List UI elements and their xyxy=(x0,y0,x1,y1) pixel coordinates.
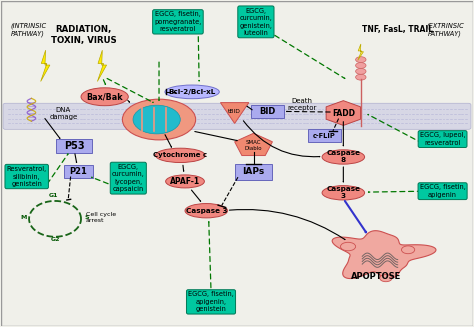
Text: EGCG, fisetin,
apigenin,
genistein: EGCG, fisetin, apigenin, genistein xyxy=(188,291,234,312)
Polygon shape xyxy=(326,101,361,125)
FancyBboxPatch shape xyxy=(64,165,93,178)
Text: Bax/Bak: Bax/Bak xyxy=(86,92,123,101)
Text: G1: G1 xyxy=(49,193,58,198)
Text: RADIATION,
TOXIN, VIRUS: RADIATION, TOXIN, VIRUS xyxy=(51,25,116,44)
Text: EGCG,
curcumin,
genistein,
luteolin: EGCG, curcumin, genistein, luteolin xyxy=(239,8,273,36)
Text: (INTRINSIC
PATHWAY): (INTRINSIC PATHWAY) xyxy=(10,23,46,37)
Text: P21: P21 xyxy=(70,167,88,176)
Text: DNA
damage: DNA damage xyxy=(49,107,78,120)
Text: EGCG,
curcumin,
lycopen,
capsaicin: EGCG, curcumin, lycopen, capsaicin xyxy=(112,164,145,192)
Text: EGCG, fisetin,
pomegranate,
resveratrol: EGCG, fisetin, pomegranate, resveratrol xyxy=(155,11,201,32)
FancyBboxPatch shape xyxy=(3,103,471,129)
FancyBboxPatch shape xyxy=(56,139,91,153)
Text: APAF-1: APAF-1 xyxy=(170,177,200,186)
Text: APOPTOSE: APOPTOSE xyxy=(351,272,401,281)
Text: BID: BID xyxy=(260,107,276,116)
Text: TNF, FasL, TRAIL: TNF, FasL, TRAIL xyxy=(362,26,433,35)
Text: (EXTRINSIC
PATHWAY): (EXTRINSIC PATHWAY) xyxy=(426,23,464,37)
Polygon shape xyxy=(235,133,273,156)
Text: Caspase 3: Caspase 3 xyxy=(185,208,227,214)
Text: EGCG, lupeol,
resveratrol: EGCG, lupeol, resveratrol xyxy=(420,132,465,146)
Ellipse shape xyxy=(165,175,204,188)
Text: Bcl-2/Bcl-xL: Bcl-2/Bcl-xL xyxy=(168,89,216,95)
Text: Cell cycle
arrest: Cell cycle arrest xyxy=(86,212,116,223)
Polygon shape xyxy=(358,44,364,60)
Ellipse shape xyxy=(122,99,196,140)
Ellipse shape xyxy=(380,275,392,282)
Text: c-FLIP: c-FLIP xyxy=(313,133,336,139)
FancyBboxPatch shape xyxy=(308,129,341,142)
Polygon shape xyxy=(332,231,436,279)
FancyBboxPatch shape xyxy=(251,105,284,118)
Text: P53: P53 xyxy=(64,141,84,151)
Polygon shape xyxy=(97,50,107,81)
Text: SMAC
Diablo: SMAC Diablo xyxy=(245,140,262,151)
Ellipse shape xyxy=(133,105,180,134)
Ellipse shape xyxy=(165,85,219,99)
Ellipse shape xyxy=(322,150,365,164)
Text: G2: G2 xyxy=(50,237,60,242)
Ellipse shape xyxy=(356,62,366,68)
Text: Resveratrol,
silibinin,
genistein: Resveratrol, silibinin, genistein xyxy=(7,166,47,187)
Text: tBID: tBID xyxy=(228,109,241,114)
Text: EGCG, fisetin,
apigenin: EGCG, fisetin, apigenin xyxy=(419,184,465,198)
Ellipse shape xyxy=(81,88,128,106)
Ellipse shape xyxy=(322,186,365,200)
Polygon shape xyxy=(41,50,50,81)
Text: IAPs: IAPs xyxy=(242,167,264,176)
Ellipse shape xyxy=(401,246,415,254)
Ellipse shape xyxy=(356,74,366,80)
Text: S: S xyxy=(84,215,89,220)
Text: Caspase
3: Caspase 3 xyxy=(326,186,360,199)
Ellipse shape xyxy=(155,148,205,163)
Ellipse shape xyxy=(356,57,366,62)
Text: Death
receptor: Death receptor xyxy=(288,98,317,112)
Ellipse shape xyxy=(185,203,228,218)
FancyBboxPatch shape xyxy=(235,164,273,180)
Text: Caspase
8: Caspase 8 xyxy=(326,150,360,164)
Polygon shape xyxy=(220,103,249,124)
Text: FADD: FADD xyxy=(332,109,355,117)
Ellipse shape xyxy=(356,68,366,74)
Ellipse shape xyxy=(340,242,356,251)
Text: M: M xyxy=(20,215,27,220)
Text: Cytochrome c: Cytochrome c xyxy=(153,152,207,158)
